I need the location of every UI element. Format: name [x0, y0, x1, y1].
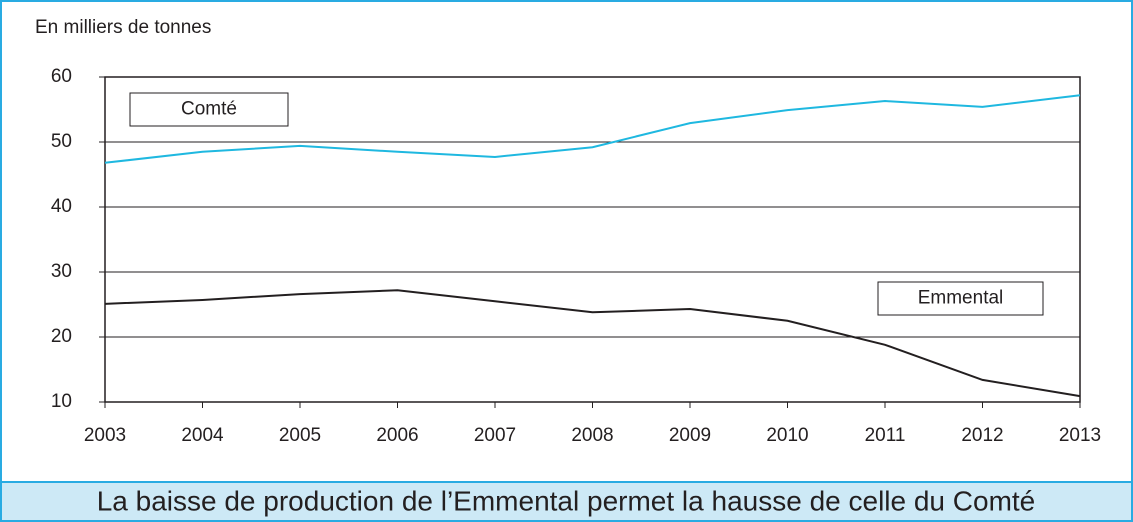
x-tick-label: 2005	[279, 425, 321, 446]
y-tick-label: 20	[51, 326, 72, 347]
caption: La baisse de production de l’Emmental pe…	[97, 485, 1036, 516]
x-tick-label: 2013	[1059, 425, 1101, 446]
legend-label: Emmental	[918, 288, 1004, 309]
x-tick-label: 2010	[766, 425, 808, 446]
y-tick-label: 10	[51, 391, 72, 412]
y-axis-label: En milliers de tonnes	[35, 17, 211, 38]
x-tick-label: 2004	[181, 425, 224, 446]
x-tick-label: 2009	[669, 425, 711, 446]
legend-box	[877, 281, 1044, 316]
x-tick-label: 2012	[961, 425, 1003, 446]
x-tick-label: 2007	[474, 425, 516, 446]
y-tick-label: 30	[51, 261, 72, 282]
y-tick-label: 50	[51, 131, 72, 152]
series-line	[104, 289, 1081, 398]
legend-label: Comté	[181, 99, 237, 120]
legend-box	[129, 92, 289, 127]
caption-band	[0, 481, 1133, 522]
x-tick-label: 2003	[84, 425, 126, 446]
x-tick-label: 2008	[571, 425, 613, 446]
x-tick-label: 2006	[376, 425, 418, 446]
x-tick-label: 2011	[865, 425, 906, 446]
series-line	[104, 94, 1081, 164]
y-tick-label: 40	[51, 196, 72, 217]
y-tick-label: 60	[51, 66, 72, 87]
